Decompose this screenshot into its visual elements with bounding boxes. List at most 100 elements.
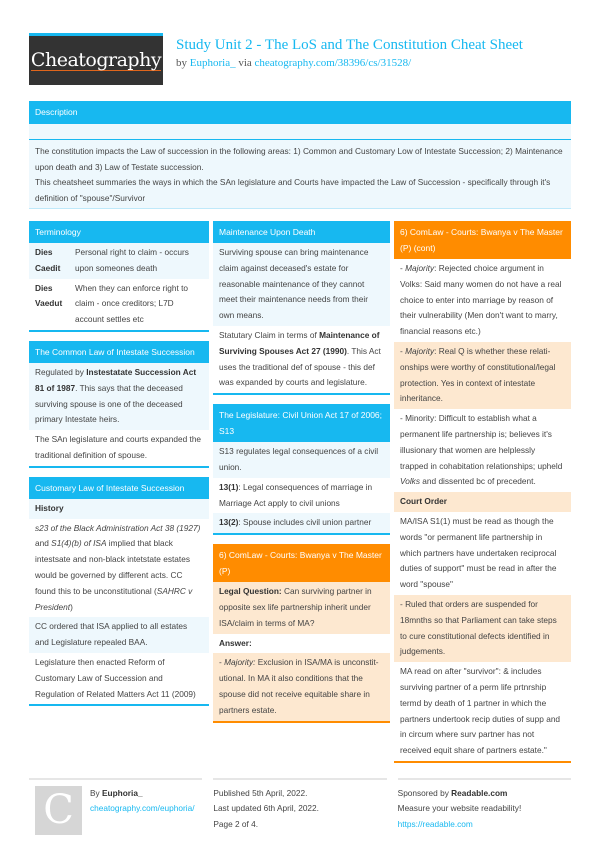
text: : Real Q is whether these relati­onships… — [400, 345, 556, 404]
content-row: - Minority: Difficult to establish what … — [394, 409, 571, 492]
bold-text: Maintenance of Surviving Spouses Act 27 … — [219, 329, 380, 356]
text: ) — [70, 601, 73, 612]
italic-text: S1(4)(b) of ISA — [51, 538, 107, 549]
term-row: Dies Vaedut When they can enforce right t… — [29, 279, 209, 330]
section-card: The Common Law of Intestate Succession Re… — [29, 340, 209, 468]
section-card: 6) ComLaw - Courts: Bwanya v The Master … — [394, 221, 571, 763]
section-title: Maintenance Upon Death — [213, 221, 390, 243]
main-content: Description The constitution impacts the… — [0, 101, 600, 772]
description-line: This cheatsheet summaries the ways in wh… — [35, 177, 551, 203]
section-title: Terminology — [29, 221, 209, 243]
text: Legislature then enacted Reform of Custo… — [35, 656, 196, 699]
italic-text: s23 of the Black Administration Act 38 (… — [35, 522, 201, 533]
content-row: - Majority: Rejected choice argument in … — [394, 259, 571, 342]
bold-text: 13(1) — [219, 481, 239, 492]
page-number: Page 2 of 4. — [213, 818, 259, 829]
text: - — [400, 263, 406, 273]
content-row: s23 of the Black Administration Act 38 (… — [29, 519, 209, 618]
column-3: 6) ComLaw - Courts: Bwanya v The Master … — [394, 221, 571, 772]
sponsor-label: Sponsored by — [397, 787, 449, 798]
text: Surviving spouse can bring maintenance c… — [219, 247, 369, 321]
bold-text: Instestatate Succession Act 81 of 1987 — [35, 366, 197, 393]
text: : Rejected choice argument in Volks: Sai… — [400, 263, 562, 337]
text: Exclusion in ISA/MA is unconstit­utional… — [219, 657, 379, 715]
subheading: History — [29, 498, 209, 519]
footer-by-label: By — [90, 787, 100, 798]
italic-text: Majority — [405, 263, 435, 273]
by-label: by — [176, 57, 187, 69]
content-row: Legislature then enacted Reform of Custo… — [29, 653, 209, 704]
text: S13 regulates legal consequences of a ci… — [219, 446, 379, 472]
footer-author-name: Euphoria_ — [102, 787, 143, 798]
description-line: The constitution impacts the Law of succ… — [35, 146, 563, 172]
term-definition: Personal right to claim - occurs upon so… — [75, 247, 189, 273]
text: - — [400, 345, 406, 356]
content-row: S13 regulates legal consequences of a ci… — [213, 442, 390, 478]
page-title: Study Unit 2 - The LoS and The Constitut… — [176, 37, 523, 53]
sponsor-link[interactable]: https://readable.com — [397, 818, 473, 829]
content-row: Surviving spouse can bring maintenance c… — [213, 243, 390, 326]
content-row: 13(1): Legal consequences of marriage in… — [213, 478, 390, 514]
bold-text: 13(2) — [219, 517, 239, 528]
description-spacer — [29, 124, 571, 140]
text: MA/ISA S1(1) must be read as though the … — [400, 515, 557, 590]
text: and — [35, 538, 52, 549]
section-card: The Legislature: Civil Union Act 17 of 2… — [213, 404, 390, 536]
sponsor-tagline: Measure your website readability! — [397, 803, 522, 814]
column-2: Maintenance Upon Death Surviving spouse c… — [213, 221, 390, 732]
footer-author: C By Euphoria_ cheatography.com/euphoria… — [29, 777, 203, 835]
section-card: Maintenance Upon Death Surviving spouse c… — [213, 221, 390, 396]
text: . This says that the deceased surviving … — [35, 382, 183, 425]
text: MA read on after "survivor": & includes … — [400, 666, 561, 756]
columns: Terminology Dies Caedit Personal right to … — [29, 221, 571, 772]
text: Statutary Claim in terms of — [219, 329, 320, 340]
section-title: Customary Law of Intestate Succession — [29, 476, 209, 499]
section-card: Terminology Dies Caedit Personal right to … — [29, 221, 209, 332]
term-row: Dies Caedit Personal right to claim - occ… — [29, 243, 209, 279]
text: . This Act uses the traditional def of s… — [219, 345, 381, 388]
section-card: 6) ComLaw - Courts: Bwanya v The Master … — [213, 544, 390, 723]
term-name: Dies Caedit — [35, 247, 61, 273]
content-row: MA/ISA S1(1) must be read as though the … — [394, 512, 571, 595]
content-row: - Majority: Real Q is whether these rela… — [394, 341, 571, 410]
italic-text: Majority — [405, 345, 435, 356]
content-row: 13(2): Spouse includes civil union partn… — [213, 513, 390, 534]
text: : Legal consequences of marriage in Marr… — [219, 481, 373, 508]
byline: by Euphoria_ via cheatography.com/38396/… — [176, 56, 576, 70]
content-row: Legal Question: Can surviving partner in… — [213, 582, 390, 634]
text: - — [219, 657, 225, 668]
cheatography-logo[interactable]: Cheatography — [29, 33, 163, 85]
author-link[interactable]: Euphoria_ — [189, 57, 236, 69]
logo-text: Cheatography — [30, 49, 162, 71]
text: - Ruled that orders are suspended for 18… — [400, 598, 557, 657]
footer-author-link[interactable]: cheatography.com/euphoria/ — [90, 803, 195, 814]
text: : Spouse includes civil union partner — [238, 517, 372, 528]
footer-sponsor: Sponsored by Readable.com Measure your w… — [397, 777, 571, 835]
italic-text: SAHRC v President — [35, 585, 193, 612]
description-body: The constitution impacts the Law of succ… — [29, 140, 571, 209]
subheading: Answer: — [219, 637, 252, 648]
sheet-url-link[interactable]: cheatography.com/38396/cs/31528/ — [254, 57, 412, 69]
text: CC ordered that ISA applied to all estat… — [35, 621, 188, 648]
text: implied that black intestsate and non-bl… — [35, 538, 190, 596]
section-title: 6) ComLaw - Courts: Bwanya v The Master … — [394, 221, 571, 259]
updated-date: Last updated 6th April, 2022. — [213, 803, 319, 814]
column-1: Terminology Dies Caedit Personal right to … — [29, 221, 209, 715]
description-title: Description — [29, 101, 571, 124]
content-row: - Majority: Exclusion in ISA/MA is uncon… — [213, 653, 390, 721]
text: The SAn legislature and courts expanded … — [35, 434, 202, 460]
content-row: The SAn legislature and courts expanded … — [29, 430, 209, 466]
published-date: Published 5th April, 2022. — [213, 787, 308, 798]
section-title: 6) ComLaw - Courts: Bwanya v The Master … — [213, 544, 390, 583]
italic-text: Volks — [400, 476, 420, 487]
footer-dates: Published 5th April, 2022. Last updated … — [213, 777, 387, 835]
text: and dissented bc of precedent. — [419, 476, 536, 487]
section-title: The Legislature: Civil Union Act 17 of 2… — [213, 404, 390, 443]
term-definition: When they can enforce right to claim - o… — [75, 282, 188, 325]
content-row: MA read on after "survivor": & includes … — [394, 662, 571, 761]
via-label: via — [238, 57, 252, 69]
subheading: Court Order — [394, 492, 571, 512]
text: Can surviving partner in opposite sex li… — [219, 586, 372, 628]
term-name: Dies Vaedut — [35, 282, 63, 309]
bold-text: Legal Question: — [219, 586, 282, 597]
